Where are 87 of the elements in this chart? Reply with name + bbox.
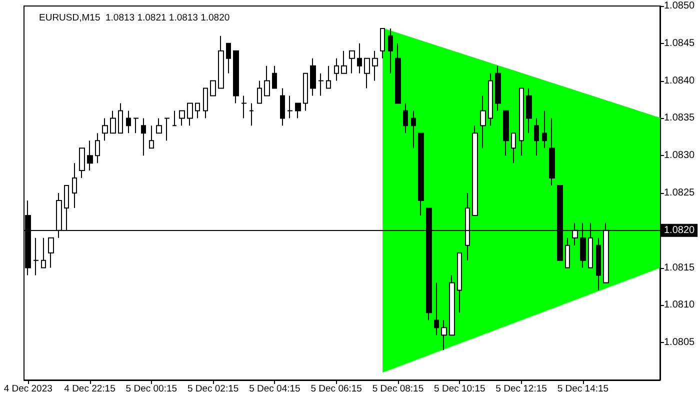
candlestick (257, 80, 262, 104)
candlestick (249, 102, 254, 126)
x-tick-label: 4 Dec 2023 (4, 384, 52, 394)
y-tick-label: 1.0810 (664, 300, 696, 311)
candlestick (395, 42, 401, 104)
candlestick (357, 42, 362, 74)
candlestick (33, 237, 39, 276)
candlestick (264, 65, 270, 96)
candlestick (488, 72, 493, 126)
candlestick (388, 28, 393, 74)
x-tick-label: 5 Dec 04:15 (249, 384, 300, 394)
candlestick (403, 102, 408, 134)
y-tick-label: 1.0845 (664, 38, 696, 49)
candlestick (411, 110, 416, 149)
candlestick (226, 42, 231, 74)
x-tick-label: 5 Dec 00:15 (126, 384, 178, 394)
candlestick (542, 110, 547, 149)
candlestick (241, 95, 247, 119)
candlestick (372, 50, 378, 82)
candlestick (141, 118, 146, 156)
candlestick (87, 140, 93, 172)
candlestick (364, 58, 370, 89)
candlestick (233, 50, 239, 104)
candlestick (295, 102, 301, 119)
candlestick (534, 118, 539, 156)
candlestick (79, 148, 85, 179)
ref-line-label: 1.0820 (664, 224, 696, 236)
candlestick (203, 88, 208, 119)
candlestick (434, 282, 439, 336)
y-tick-label: 1.0825 (664, 188, 696, 198)
candlestick (149, 125, 154, 149)
candlestick (287, 95, 293, 119)
candlestick (549, 118, 555, 186)
candlestick (310, 58, 316, 96)
text: EURUSD,M15 1.0813 1.0821 1.0813 1.0820 (39, 12, 230, 24)
candlestick (179, 110, 185, 126)
y-tick-label: 1.0840 (664, 75, 696, 86)
candlestick (349, 50, 355, 74)
candlestick (126, 110, 131, 134)
candlestick (41, 237, 46, 268)
candlestick (441, 320, 447, 351)
candlestick (172, 110, 177, 126)
candlestick (303, 72, 308, 112)
y-tick-label: 1.0835 (664, 112, 696, 124)
candlestick (326, 65, 331, 89)
candlestick (334, 58, 339, 82)
candlestick (472, 125, 478, 216)
candlestick (596, 237, 601, 291)
candlestick (480, 95, 486, 149)
candlestick (418, 132, 424, 216)
y-tick-label: 1.0815 (664, 262, 696, 274)
candlestick (156, 118, 162, 134)
x-tick-label: 5 Dec 08:15 (372, 384, 424, 394)
candlestick (48, 237, 54, 268)
candlestick (495, 65, 501, 112)
x-tick-label: 5 Dec 02:15 (187, 384, 239, 394)
candlestick (72, 162, 77, 208)
candlestick (380, 28, 385, 59)
candlestick (449, 274, 455, 336)
x-tick-label: 5 Dec 14:15 (557, 384, 609, 394)
candlestick (526, 88, 532, 134)
candlestick (102, 118, 108, 142)
candlestick (318, 72, 324, 96)
x-tick-label: 5 Dec 10:15 (434, 384, 486, 394)
x-tick-label: 5 Dec 12:15 (496, 384, 547, 394)
candlestick (280, 88, 285, 126)
candlestick (218, 35, 224, 89)
candlestick (164, 118, 170, 142)
y-tick-label: 1.0850 (664, 0, 696, 12)
candlestick (110, 110, 116, 134)
y-tick-label: 1.0805 (664, 337, 696, 348)
candlestick (457, 252, 462, 314)
candlestick (118, 102, 123, 134)
y-tick-label: 1.0830 (664, 150, 696, 162)
candlestick (210, 80, 216, 96)
candlestick (133, 118, 139, 134)
candlestick (272, 65, 277, 89)
x-tick-label: 5 Dec 06:15 (310, 384, 362, 394)
candlestick (95, 132, 100, 164)
x-tick-label: 4 Dec 22:15 (64, 384, 116, 394)
candlestick (195, 102, 200, 119)
candlestick (519, 88, 524, 156)
candlestick (341, 50, 347, 74)
candlestick (187, 102, 193, 126)
candlestick (511, 132, 516, 164)
candlestick (565, 237, 570, 268)
candlestick (503, 110, 509, 156)
